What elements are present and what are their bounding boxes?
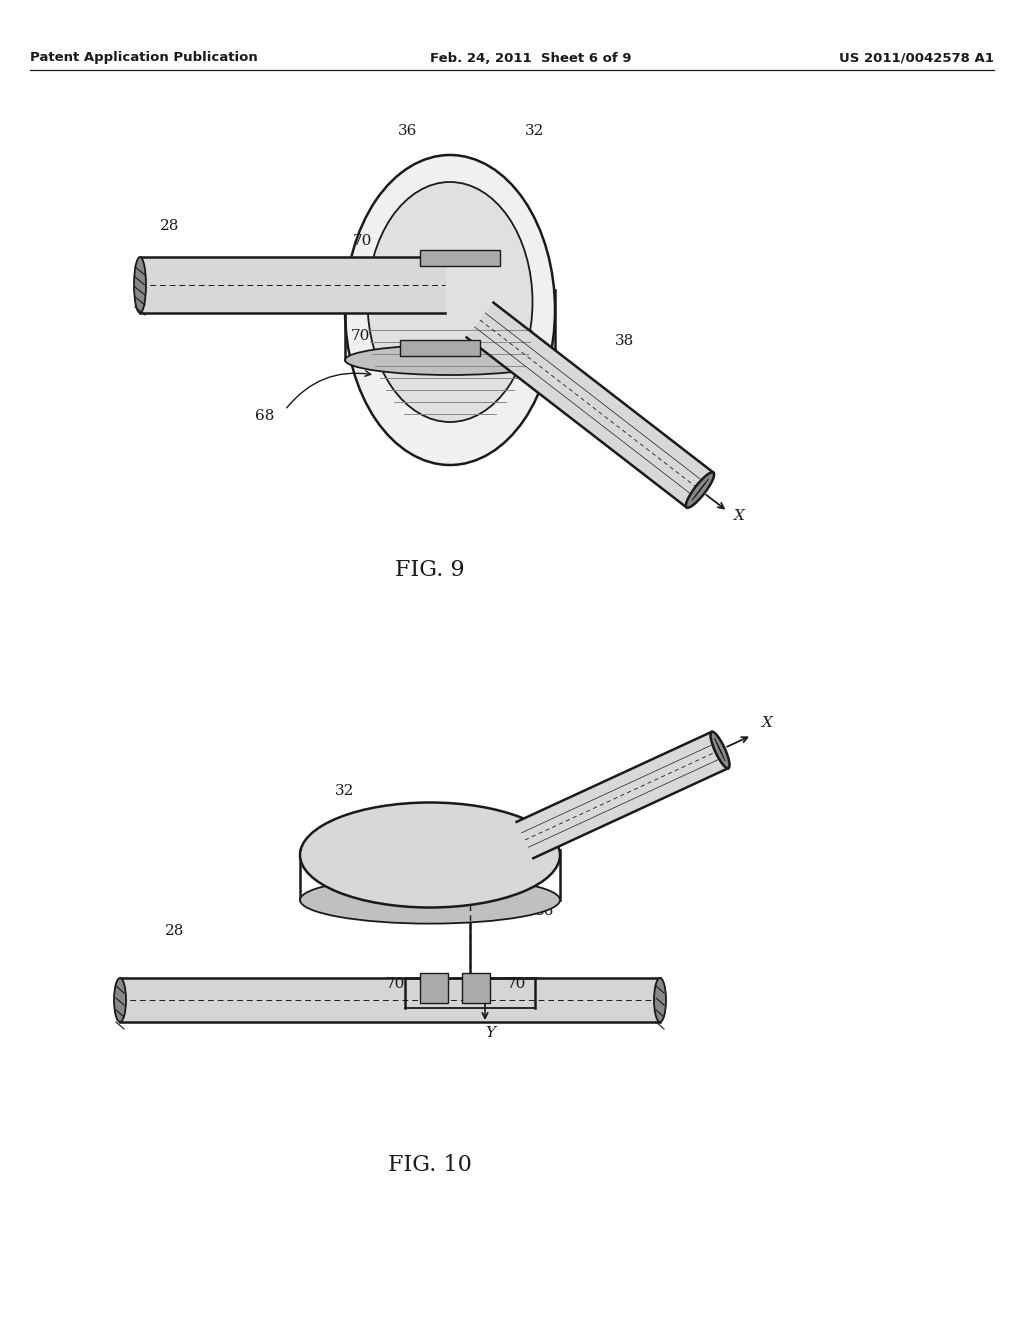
FancyBboxPatch shape <box>462 973 490 1003</box>
Text: Patent Application Publication: Patent Application Publication <box>30 51 258 65</box>
Ellipse shape <box>114 978 126 1022</box>
FancyBboxPatch shape <box>420 973 449 1003</box>
Text: 70: 70 <box>386 977 406 991</box>
Ellipse shape <box>711 731 729 768</box>
Ellipse shape <box>654 978 666 1022</box>
Text: 32: 32 <box>525 124 545 139</box>
Text: 70: 70 <box>507 977 526 991</box>
Text: 36: 36 <box>398 124 418 139</box>
Text: US 2011/0042578 A1: US 2011/0042578 A1 <box>839 51 994 65</box>
Ellipse shape <box>345 154 555 465</box>
Text: 28: 28 <box>165 924 184 939</box>
Ellipse shape <box>368 182 532 422</box>
Ellipse shape <box>134 257 146 313</box>
Text: 38: 38 <box>631 770 649 783</box>
Text: 70: 70 <box>350 329 370 343</box>
Text: 68: 68 <box>255 409 274 422</box>
Text: 70: 70 <box>352 234 372 248</box>
Text: X: X <box>762 717 773 730</box>
Text: X: X <box>734 508 745 523</box>
Text: Y: Y <box>485 1026 495 1040</box>
FancyBboxPatch shape <box>420 249 500 267</box>
Polygon shape <box>467 302 714 507</box>
Text: 38: 38 <box>615 334 635 348</box>
Polygon shape <box>517 731 728 858</box>
Text: 36: 36 <box>536 904 555 917</box>
Ellipse shape <box>345 345 555 375</box>
Ellipse shape <box>300 876 560 924</box>
FancyBboxPatch shape <box>400 341 480 356</box>
Text: 28: 28 <box>161 219 179 234</box>
Text: FIG. 10: FIG. 10 <box>388 1154 472 1176</box>
Text: 72: 72 <box>478 859 498 873</box>
Ellipse shape <box>686 473 714 508</box>
Text: FIG. 9: FIG. 9 <box>395 558 465 581</box>
Ellipse shape <box>300 803 560 908</box>
Text: 32: 32 <box>335 784 354 799</box>
Text: Feb. 24, 2011  Sheet 6 of 9: Feb. 24, 2011 Sheet 6 of 9 <box>430 51 632 65</box>
